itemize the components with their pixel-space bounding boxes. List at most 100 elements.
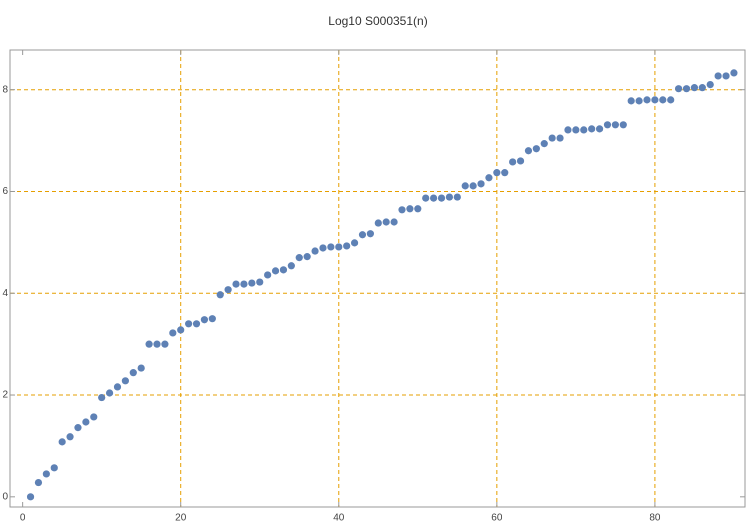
point (105, 389, 114, 397)
point (129, 369, 137, 377)
x-tick-label: 80 (649, 513, 661, 524)
point (113, 383, 122, 391)
point (588, 125, 596, 133)
point (556, 134, 564, 142)
point (42, 470, 50, 478)
point (619, 121, 627, 129)
point (643, 96, 651, 104)
point (714, 72, 722, 80)
point (501, 169, 509, 177)
point (153, 340, 161, 348)
point (335, 243, 343, 251)
point (350, 239, 359, 247)
point (595, 125, 604, 133)
point (216, 291, 224, 299)
point (248, 279, 256, 287)
point (611, 121, 619, 129)
frame (9, 49, 746, 508)
x-tick-label: 0 (20, 513, 26, 524)
point (651, 96, 659, 104)
point (177, 326, 185, 334)
point (58, 438, 66, 446)
point (635, 97, 643, 105)
point (414, 205, 422, 213)
y-tick-label: 0 (2, 491, 8, 502)
point (406, 205, 414, 213)
point (382, 218, 390, 226)
point (477, 180, 485, 188)
point (145, 340, 153, 348)
point (74, 424, 82, 432)
point (516, 157, 525, 165)
point (659, 96, 667, 104)
point (287, 262, 295, 270)
point (34, 478, 43, 487)
point (66, 433, 74, 441)
point (580, 126, 588, 134)
point (327, 243, 335, 251)
point (366, 230, 374, 238)
point (240, 280, 248, 288)
point (121, 377, 129, 385)
point (303, 253, 311, 261)
y-tick-label: 8 (2, 84, 8, 95)
point (390, 218, 398, 226)
point (200, 316, 209, 324)
point (690, 84, 699, 92)
x-tick-label: 40 (333, 513, 345, 524)
y-tick-label: 4 (2, 288, 8, 299)
point (453, 193, 461, 201)
point (706, 81, 714, 89)
point (98, 393, 106, 402)
point (358, 231, 367, 239)
chart-title: Log10 S000351(n) (328, 14, 427, 28)
point (730, 69, 738, 77)
point (509, 158, 517, 166)
point (564, 126, 572, 134)
point (192, 320, 201, 328)
point (445, 193, 454, 201)
point (232, 280, 240, 288)
point (343, 242, 351, 250)
point (698, 84, 706, 92)
point (295, 254, 303, 262)
point (682, 85, 691, 93)
x-tick-label: 60 (491, 513, 503, 524)
point (667, 96, 675, 104)
point (524, 147, 533, 155)
point (627, 97, 635, 105)
point (137, 364, 145, 372)
point (82, 418, 90, 426)
point (264, 271, 272, 279)
point (224, 286, 232, 294)
point (311, 247, 319, 255)
point (50, 464, 58, 472)
point (279, 266, 288, 274)
point (208, 315, 216, 323)
point (548, 134, 556, 142)
point (161, 340, 169, 348)
point (493, 169, 501, 177)
point (26, 493, 35, 501)
point (437, 194, 446, 202)
y-tick-label: 2 (2, 390, 8, 401)
y-tick-label: 6 (2, 186, 8, 197)
point (722, 72, 730, 80)
point (603, 121, 612, 129)
point (430, 194, 438, 202)
point (90, 413, 98, 421)
x-tick-label: 20 (175, 513, 187, 524)
point (271, 267, 280, 275)
point (398, 206, 406, 214)
point (469, 182, 477, 190)
point (374, 219, 382, 227)
point (185, 320, 193, 328)
point (572, 126, 580, 134)
point (675, 85, 683, 93)
point (485, 174, 493, 182)
point (422, 194, 430, 202)
point (540, 140, 548, 148)
point (256, 278, 264, 286)
